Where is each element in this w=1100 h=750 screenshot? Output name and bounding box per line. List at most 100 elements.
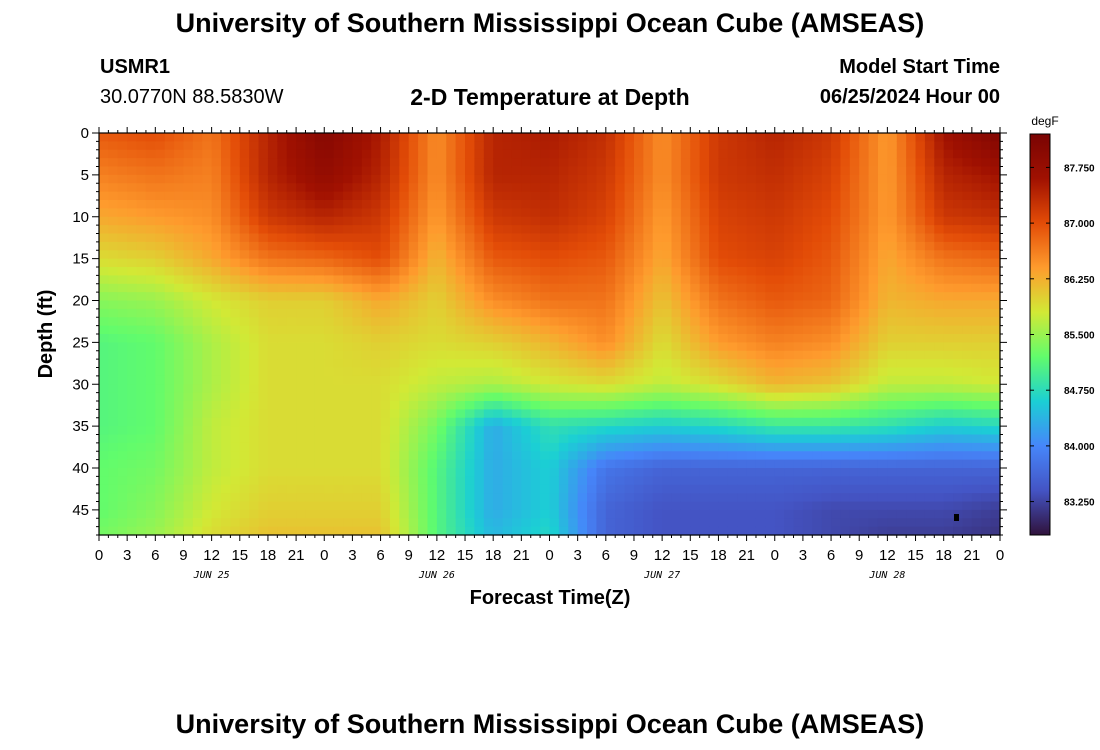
- heatmap-cell: [831, 149, 842, 159]
- heatmap-cell: [361, 401, 372, 410]
- heatmap-cell: [821, 392, 832, 402]
- heatmap-cell: [915, 183, 926, 193]
- heatmap-cell: [859, 149, 870, 159]
- heatmap-cell: [155, 375, 166, 385]
- heatmap-cell: [145, 308, 156, 318]
- heatmap-cell: [662, 325, 673, 335]
- heatmap-cell: [99, 258, 109, 268]
- heatmap-cell: [802, 250, 813, 260]
- heatmap-cell: [192, 509, 203, 519]
- heatmap-cell: [399, 334, 410, 343]
- heatmap-cell: [389, 468, 400, 477]
- heatmap-cell: [127, 342, 138, 352]
- heatmap-cell: [211, 275, 222, 285]
- heatmap-cell: [408, 409, 419, 419]
- heatmap-cell: [577, 359, 588, 369]
- heatmap-cell: [183, 350, 194, 360]
- heatmap-cell: [877, 149, 888, 159]
- heatmap-cell: [408, 442, 419, 452]
- heatmap-cell: [333, 275, 344, 285]
- heatmap-cell: [511, 300, 522, 310]
- heatmap-cell: [802, 442, 813, 452]
- heatmap-cell: [821, 375, 832, 385]
- heatmap-cell: [399, 401, 410, 410]
- heatmap-cell: [99, 325, 109, 335]
- heatmap-cell: [587, 518, 598, 528]
- heatmap-cell: [502, 275, 513, 285]
- heatmap-cell: [239, 493, 250, 503]
- heatmap-cell: [615, 493, 626, 503]
- x-tick-label: 21: [964, 547, 981, 564]
- heatmap-cell: [314, 409, 325, 419]
- heatmap-cell: [765, 468, 776, 477]
- heatmap-cell: [239, 325, 250, 335]
- heatmap-cell: [474, 300, 485, 310]
- heatmap-cell: [249, 149, 260, 159]
- heatmap-cell: [371, 133, 382, 142]
- heatmap-cell: [333, 216, 344, 226]
- heatmap-cell: [784, 334, 795, 343]
- heatmap-cell: [324, 233, 335, 243]
- heatmap-cell: [164, 442, 175, 452]
- heatmap-cell: [690, 451, 701, 461]
- heatmap-cell: [305, 350, 316, 360]
- heatmap-cell: [737, 317, 748, 327]
- heatmap-cell: [371, 426, 382, 436]
- heatmap-cell: [174, 426, 185, 436]
- heatmap-cell: [465, 476, 476, 486]
- heatmap-cell: [540, 426, 551, 436]
- heatmap-cell: [859, 359, 870, 369]
- heatmap-cell: [662, 250, 673, 260]
- heatmap-cell: [108, 334, 119, 343]
- heatmap-cell: [465, 493, 476, 503]
- heatmap-cell: [934, 225, 945, 235]
- heatmap-cell: [408, 158, 419, 168]
- heatmap-cell: [924, 250, 935, 260]
- heatmap-cell: [821, 241, 832, 251]
- heatmap-cell: [709, 292, 720, 302]
- heatmap-cell: [352, 183, 363, 193]
- heatmap-cell: [605, 133, 616, 142]
- heatmap-cell: [558, 468, 569, 477]
- heatmap-cell: [249, 442, 260, 452]
- heatmap-cell: [145, 275, 156, 285]
- heatmap-cell: [943, 334, 954, 343]
- heatmap-cell: [305, 409, 316, 419]
- heatmap-cell: [934, 401, 945, 410]
- heatmap-cell: [211, 367, 222, 377]
- heatmap-cell: [446, 350, 457, 360]
- heatmap-cell: [699, 200, 710, 209]
- heatmap-cell: [690, 359, 701, 369]
- heatmap-cell: [849, 442, 860, 452]
- heatmap-cell: [587, 200, 598, 209]
- heatmap-cell: [840, 267, 851, 276]
- heatmap-cell: [812, 258, 823, 268]
- heatmap-cell: [511, 250, 522, 260]
- heatmap-cell: [971, 417, 982, 427]
- heatmap-cell: [343, 317, 354, 327]
- heatmap-cell: [887, 526, 898, 536]
- heatmap-cell: [117, 417, 128, 427]
- heatmap-cell: [624, 401, 635, 410]
- heatmap-cell: [136, 434, 147, 444]
- heatmap-cell: [859, 258, 870, 268]
- heatmap-cell: [709, 133, 720, 142]
- heatmap-cell: [962, 442, 973, 452]
- heatmap-cell: [915, 158, 926, 168]
- heatmap-cell: [784, 350, 795, 360]
- heatmap-cell: [361, 225, 372, 235]
- heatmap-cell: [427, 267, 438, 276]
- heatmap-cell: [953, 417, 964, 427]
- heatmap-cell: [624, 275, 635, 285]
- heatmap-cell: [671, 225, 682, 235]
- heatmap-cell: [192, 501, 203, 511]
- heatmap-cell: [192, 267, 203, 276]
- heatmap-cell: [971, 434, 982, 444]
- heatmap-cell: [258, 426, 269, 436]
- heatmap-cell: [540, 325, 551, 335]
- heatmap-cell: [934, 468, 945, 477]
- heatmap-cell: [521, 501, 532, 511]
- heatmap-cell: [831, 350, 842, 360]
- heatmap-cell: [577, 183, 588, 193]
- heatmap-cell: [680, 308, 691, 318]
